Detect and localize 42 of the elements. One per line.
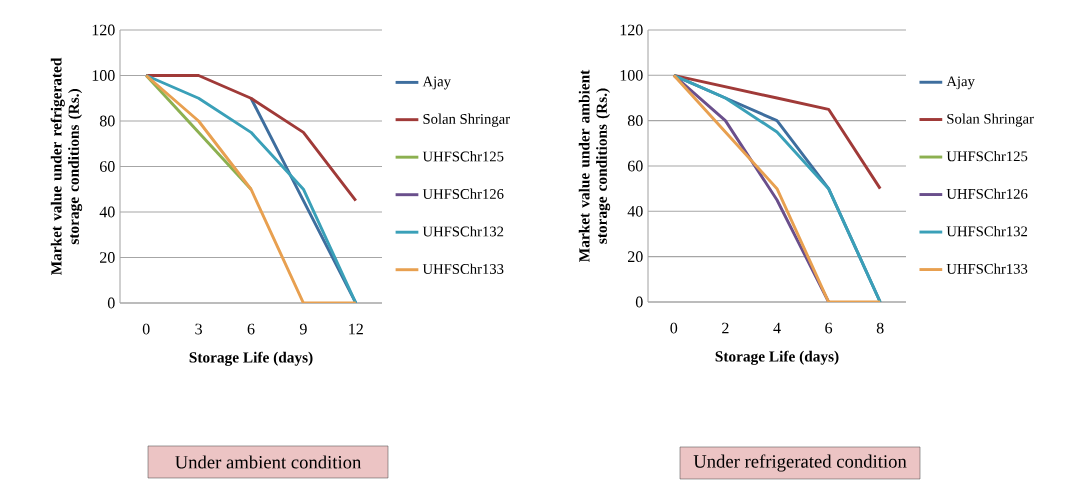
x-tick-label: 2 [722,322,729,334]
x-tick-label: 0 [142,323,150,335]
y-tick-label: 80 [627,115,643,127]
legend-label: Ajay [946,76,975,90]
y-tick-label: 80 [99,115,115,127]
y-tick-label: 60 [99,161,115,172]
x-tick-label: 8 [876,322,884,334]
y-tick-label: 20 [628,251,643,263]
legend-label: UHFSChr125 [422,151,504,162]
y-tick-label: 100 [92,70,115,81]
x-tick-label: 6 [247,323,255,335]
legend-label: UHFSChr126 [946,188,1028,199]
text: Under refrigerated condition [693,454,907,472]
legend-label: UHFSChr133 [422,263,504,274]
x-tick-label: 6 [825,322,833,334]
y-tick-label: 20 [100,252,115,263]
y-tick-label: 60 [627,160,643,172]
legend-label: Solan Shringar [947,113,1034,127]
legend-label: Ajay [422,76,451,90]
y-tick-label: 40 [99,206,115,218]
y-axis-title: Market value under ambient storage conditions (Rs.) [578,69,611,262]
legend-label: UHFSChr132 [946,225,1028,237]
legend-label: UHFSChr133 [946,263,1028,274]
y-tick-label: 40 [627,205,643,217]
x-tick-label: 4 [773,322,781,334]
y-axis-title: Market value under refrigerated storage conditions (Rs.) [50,57,83,276]
legend-label: Solan Shringar [423,113,510,127]
x-tick-label: 0 [670,322,678,334]
y-tick-label: 120 [92,24,115,36]
legend-label: UHFSChr125 [946,150,1028,162]
y-tick-label: 100 [620,69,643,81]
legend-label: UHFSChr132 [422,226,504,237]
x-tick-label: 3 [195,323,202,335]
y-tick-label: 120 [620,24,643,36]
y-tick-label: 0 [635,296,643,308]
legend-label: UHFSChr126 [422,188,504,199]
text: Under ambient condition [175,455,362,469]
x-axis-title: Storage Life (days) [715,350,839,365]
x-axis-title: Storage Life (days) [189,351,313,366]
y-tick-label: 0 [107,297,115,309]
x-tick-label: 9 [299,323,307,335]
x-tick-label: 12 [349,323,363,335]
